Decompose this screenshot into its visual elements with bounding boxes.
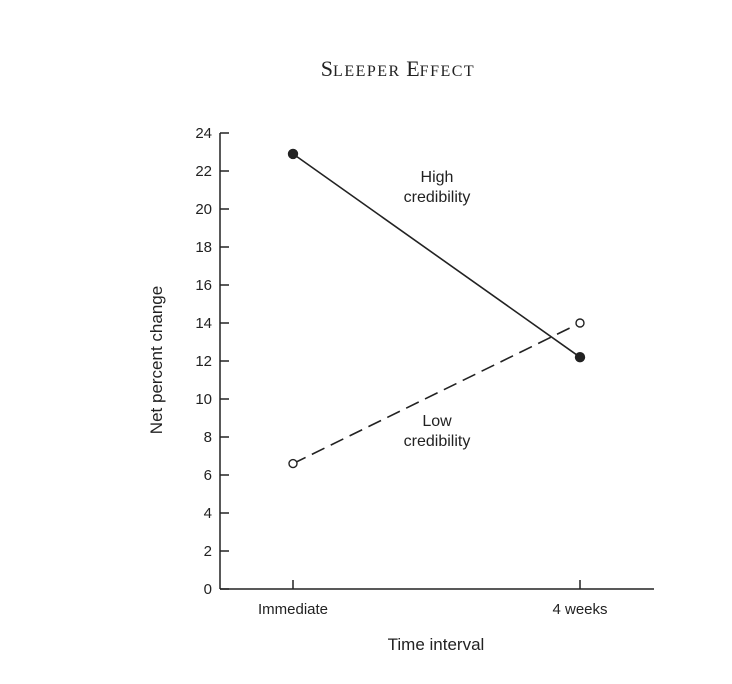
- y-tick-label: 2: [204, 543, 212, 560]
- y-tick-label: 24: [195, 125, 212, 142]
- y-tick-label: 10: [195, 391, 212, 408]
- low-credibility-series-line: [292, 322, 581, 465]
- y-tick-label: 0: [204, 581, 212, 598]
- x-axis-ticks: Immediate 4 weeks: [258, 580, 608, 618]
- low-credibility-series-label: Low credibility: [404, 413, 471, 450]
- x-tick-label: 4 weeks: [552, 601, 607, 618]
- low-credibility-data-point: [288, 458, 298, 469]
- x-tick-label: Immediate: [258, 601, 328, 618]
- series-layer: [287, 148, 586, 469]
- y-tick-label: 8: [204, 429, 212, 446]
- y-tick-label: 22: [195, 163, 212, 180]
- chart-title: SLEEPER EFFECT: [321, 56, 475, 81]
- high-credibility-series-line: [292, 153, 581, 358]
- y-tick-label: 6: [204, 467, 212, 484]
- y-tick-label: 14: [195, 315, 212, 332]
- x-axis-label: Time interval: [388, 635, 485, 654]
- y-tick-label: 20: [195, 201, 212, 218]
- series-labels: High credibility Low credibility: [404, 169, 471, 450]
- y-tick-label: 16: [195, 277, 212, 294]
- low-credibility-data-point: [575, 318, 585, 328]
- y-tick-label: 18: [195, 239, 212, 256]
- high-credibility-data-point: [287, 148, 299, 160]
- high-credibility-series-label: High credibility: [404, 169, 471, 206]
- y-axis-label: Net percent change: [147, 286, 166, 434]
- high-credibility-data-point: [574, 352, 586, 363]
- y-tick-label: 4: [204, 505, 212, 522]
- y-tick-label: 12: [195, 353, 212, 370]
